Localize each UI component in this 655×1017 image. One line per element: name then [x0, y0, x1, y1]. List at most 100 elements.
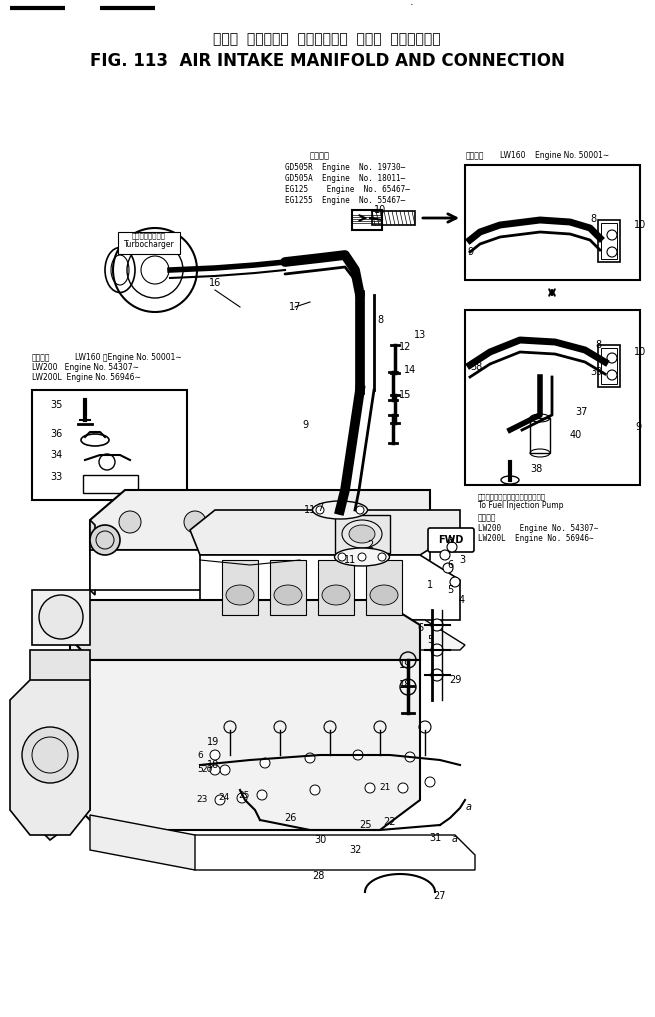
Bar: [530, 418, 550, 453]
Text: LW160 ・Engine No. 50001∼: LW160 ・Engine No. 50001∼: [75, 353, 181, 362]
Polygon shape: [90, 520, 95, 595]
Text: 6: 6: [197, 751, 203, 760]
Text: 24: 24: [219, 793, 230, 802]
Text: FWD: FWD: [438, 535, 464, 545]
Text: 3: 3: [459, 555, 465, 565]
Bar: [601, 223, 617, 259]
Bar: [318, 560, 354, 615]
Circle shape: [405, 752, 415, 762]
Ellipse shape: [349, 525, 375, 543]
Text: 39: 39: [590, 367, 602, 377]
Circle shape: [338, 553, 346, 561]
Text: a: a: [447, 535, 453, 545]
Polygon shape: [185, 620, 465, 650]
Bar: [270, 560, 306, 615]
Text: 適用号数: 適用号数: [478, 513, 496, 522]
Ellipse shape: [274, 585, 302, 605]
Ellipse shape: [335, 548, 390, 566]
Text: EG1255  Engine  No. 55467―: EG1255 Engine No. 55467―: [285, 196, 405, 205]
Text: 適用号数: 適用号数: [466, 151, 485, 160]
Text: 21: 21: [380, 783, 391, 792]
Text: サーボチャージャ: サーボチャージャ: [132, 232, 166, 239]
Bar: [32, 390, 187, 500]
Text: LW200L  Engine No. 56946∼: LW200L Engine No. 56946∼: [32, 373, 141, 382]
Bar: [118, 232, 180, 254]
Circle shape: [119, 511, 141, 533]
FancyBboxPatch shape: [428, 528, 474, 552]
Circle shape: [260, 758, 270, 768]
Text: 33: 33: [50, 472, 62, 482]
Text: 28: 28: [312, 871, 324, 881]
Text: フォエルインジェクションポンプへ: フォエルインジェクションポンプへ: [478, 493, 546, 499]
Text: 35: 35: [50, 400, 62, 410]
Bar: [601, 348, 617, 384]
Circle shape: [257, 790, 267, 800]
Bar: [372, 211, 415, 225]
Circle shape: [220, 765, 230, 775]
Circle shape: [431, 669, 443, 681]
Bar: [222, 560, 258, 615]
Text: LW200    Engine No. 54307∼: LW200 Engine No. 54307∼: [478, 524, 598, 533]
Circle shape: [431, 644, 443, 656]
Text: 32: 32: [349, 845, 361, 855]
Text: 6: 6: [417, 623, 423, 633]
Circle shape: [210, 750, 220, 760]
Polygon shape: [90, 490, 430, 550]
Circle shape: [237, 793, 247, 803]
Polygon shape: [190, 510, 460, 555]
Circle shape: [447, 542, 457, 552]
Text: 25: 25: [359, 820, 371, 830]
Circle shape: [210, 765, 220, 775]
Text: 9: 9: [467, 247, 473, 257]
Bar: [465, 310, 640, 485]
Text: 10: 10: [634, 220, 646, 230]
Circle shape: [398, 783, 408, 793]
Text: 14: 14: [404, 365, 416, 375]
Text: 5: 5: [427, 635, 433, 645]
Text: 15: 15: [399, 390, 411, 400]
Text: 10: 10: [374, 205, 386, 215]
Ellipse shape: [226, 585, 254, 605]
Text: 12: 12: [399, 342, 411, 352]
Polygon shape: [90, 520, 430, 590]
Text: 17: 17: [289, 302, 301, 312]
Circle shape: [425, 777, 435, 787]
Circle shape: [316, 506, 324, 514]
Text: GD505R  Engine  No. 19730―: GD505R Engine No. 19730―: [285, 163, 405, 172]
Text: LW200L  Engine No. 56946∼: LW200L Engine No. 56946∼: [478, 534, 593, 543]
Text: 29: 29: [449, 675, 461, 685]
Text: 1: 1: [427, 580, 433, 590]
Text: 19: 19: [399, 660, 411, 670]
Text: 適用号数: 適用号数: [310, 151, 330, 160]
Circle shape: [353, 750, 363, 760]
Text: LW200   Engine No. 54307∼: LW200 Engine No. 54307∼: [32, 363, 139, 372]
Text: 13: 13: [414, 330, 426, 340]
Polygon shape: [70, 638, 420, 830]
Circle shape: [450, 577, 460, 587]
Circle shape: [90, 525, 120, 555]
Circle shape: [329, 511, 351, 533]
Circle shape: [184, 511, 206, 533]
Text: 30: 30: [314, 835, 326, 845]
Text: 20: 20: [202, 766, 213, 775]
Polygon shape: [30, 650, 90, 840]
Text: FIG. 113  AIR INTAKE MANIFOLD AND CONNECTION: FIG. 113 AIR INTAKE MANIFOLD AND CONNECT…: [90, 52, 565, 70]
Ellipse shape: [322, 585, 350, 605]
Ellipse shape: [370, 585, 398, 605]
Text: 18: 18: [399, 680, 411, 690]
Text: 4: 4: [459, 595, 465, 605]
Polygon shape: [10, 680, 90, 835]
Bar: [335, 515, 390, 553]
Bar: [598, 345, 620, 387]
Text: 22: 22: [384, 817, 396, 827]
Circle shape: [378, 553, 386, 561]
Text: 11: 11: [344, 555, 356, 565]
Text: 適用号数: 適用号数: [32, 353, 50, 362]
Circle shape: [440, 550, 450, 560]
Circle shape: [39, 595, 83, 639]
Bar: [598, 220, 620, 262]
Text: 34: 34: [50, 450, 62, 460]
Circle shape: [22, 727, 78, 783]
Text: To Fuel Injection Pump: To Fuel Injection Pump: [478, 501, 563, 510]
Bar: [366, 560, 402, 615]
